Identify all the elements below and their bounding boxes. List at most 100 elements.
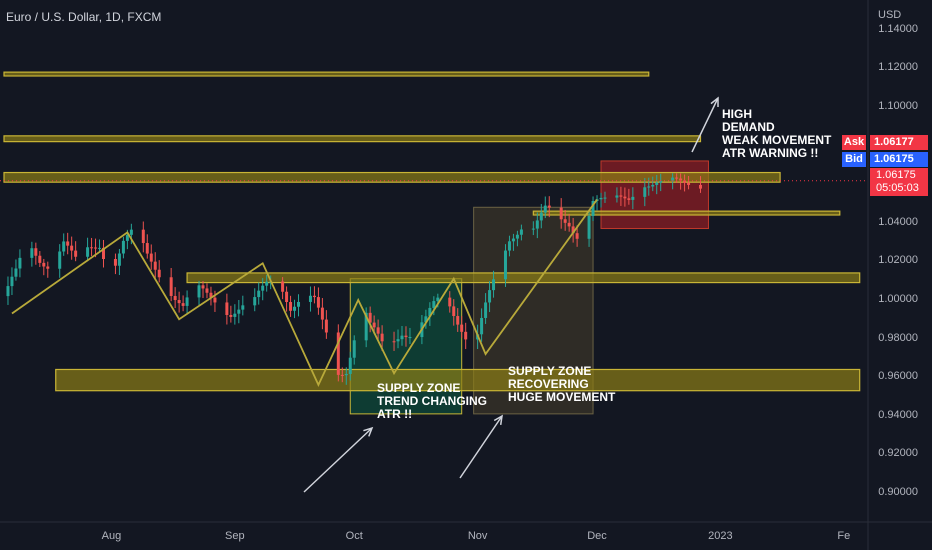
candle-down <box>113 259 117 266</box>
candle-down <box>285 291 289 303</box>
candle-down <box>452 306 456 317</box>
candle-up <box>10 276 14 287</box>
candle-down <box>460 324 464 332</box>
candle-down <box>456 316 460 325</box>
candle-down <box>213 297 217 303</box>
y-tick-label: 1.02000 <box>878 254 918 267</box>
candle-down <box>376 327 380 334</box>
candle-up <box>507 241 511 251</box>
candle-up <box>348 357 352 374</box>
candle-up <box>599 197 603 200</box>
candle-up <box>293 306 297 311</box>
pointer-arrow-1 <box>303 427 373 493</box>
candle-down <box>575 233 579 239</box>
candle-up <box>535 220 539 229</box>
pointer-arrowhead-1 <box>363 426 374 437</box>
annotation-left-zone: SUPPLY ZONE TREND CHANGING ATR !! <box>377 381 487 421</box>
candle-up <box>615 195 619 198</box>
candle-up <box>539 212 543 221</box>
candle-down <box>619 195 623 197</box>
candle-up <box>98 247 102 249</box>
candle-down <box>627 198 631 200</box>
candle-down <box>70 245 74 251</box>
candle-down <box>312 295 316 298</box>
candle-down <box>404 335 408 338</box>
candle-up <box>257 290 261 298</box>
zone-band-6 <box>55 368 861 392</box>
candle-up <box>237 309 241 314</box>
candle-up <box>233 313 237 317</box>
candle-down <box>173 295 177 301</box>
candle-down <box>320 307 324 320</box>
candle-up <box>643 187 647 197</box>
candle-down <box>372 322 376 328</box>
bid-label: Bid <box>842 152 866 167</box>
candle-up <box>591 200 595 216</box>
candle-up <box>14 268 18 277</box>
candle-up <box>6 286 10 297</box>
candle-up <box>671 177 675 181</box>
candle-down <box>34 248 38 256</box>
candle-up <box>30 248 34 258</box>
candle-up <box>344 373 348 376</box>
y-tick-label: 1.10000 <box>878 99 918 112</box>
chart-title[interactable]: Euro / U.S. Dollar, 1D, FXCM <box>6 10 162 24</box>
candle-down <box>687 182 691 185</box>
candle-up <box>587 215 591 239</box>
candle-down <box>229 314 233 317</box>
candle-down <box>675 177 679 179</box>
candle-up <box>511 238 515 242</box>
x-tick-label: Oct <box>345 530 363 542</box>
last-price-badge: 1.06175 05:05:03 <box>870 168 928 196</box>
y-tick-label: 1.12000 <box>878 61 918 74</box>
candle-down <box>177 300 181 304</box>
candle-up <box>396 339 400 342</box>
candle-down <box>571 226 575 234</box>
candle-down <box>225 302 229 315</box>
candle-up <box>86 247 90 257</box>
ask-value: 1.06177 <box>870 135 928 150</box>
candle-down <box>145 243 149 254</box>
candle-down <box>464 331 468 340</box>
candle-up <box>62 241 66 252</box>
candle-up <box>543 205 547 213</box>
candle-up <box>241 305 245 310</box>
candle-up <box>408 337 412 339</box>
candle-down <box>547 205 551 208</box>
pointer-arrow-3 <box>691 97 719 153</box>
candle-up <box>364 312 368 341</box>
candle-up <box>261 285 265 291</box>
candle-down <box>563 219 567 223</box>
y-tick-label: 0.96000 <box>878 370 918 383</box>
y-tick-label: 1.04000 <box>878 215 918 228</box>
candle-down <box>169 277 173 296</box>
candle-down <box>567 222 571 227</box>
candle-up <box>659 180 663 183</box>
bar-countdown: 05:05:03 <box>876 182 919 194</box>
candle-up <box>197 285 201 298</box>
candle-down <box>153 261 157 270</box>
candle-down <box>201 285 205 289</box>
candle-down <box>46 266 50 269</box>
x-tick-label: 2023 <box>708 530 733 542</box>
ask-label: Ask <box>842 135 866 150</box>
candle-down <box>623 196 627 199</box>
last-price-value: 1.06175 <box>876 169 916 181</box>
y-tick-label: 0.90000 <box>878 486 918 499</box>
candle-up <box>436 297 440 302</box>
y-tick-label: 0.98000 <box>878 331 918 344</box>
zone-band-1 <box>3 71 650 77</box>
pointer-arrowhead-3 <box>710 96 719 108</box>
candle-up <box>428 307 432 317</box>
candle-up <box>297 301 301 307</box>
candle-down <box>289 302 293 311</box>
candle-up <box>432 301 436 308</box>
candle-up <box>18 257 22 269</box>
y-tick-label: 1.00000 <box>878 292 918 305</box>
candle-down <box>281 281 285 292</box>
candle-down <box>141 229 145 244</box>
candle-down <box>324 319 328 333</box>
candle-up <box>121 240 125 254</box>
candle-down <box>157 269 161 278</box>
